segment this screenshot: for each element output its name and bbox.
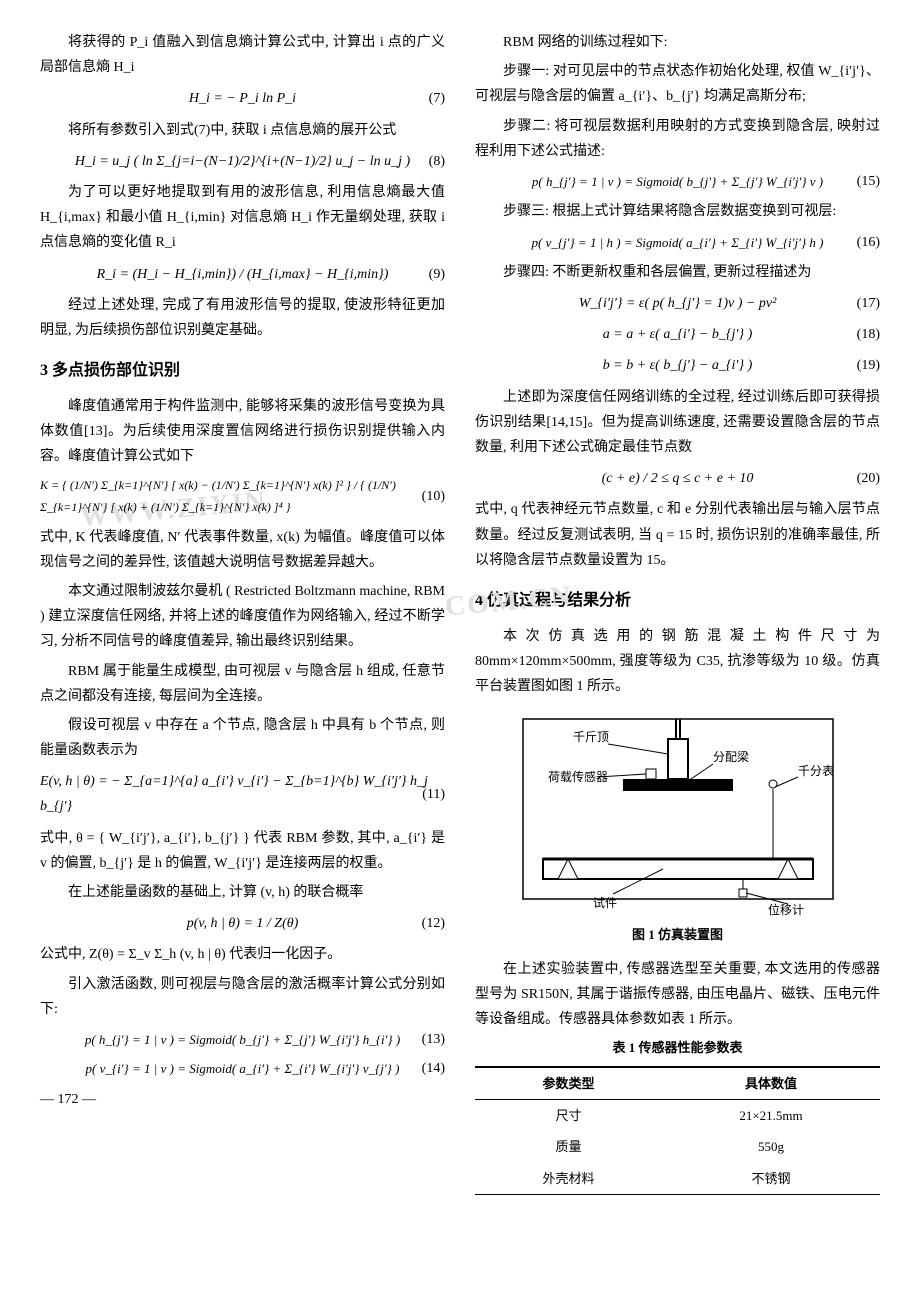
para: 将所有参数引入到式(7)中, 获取 i 点信息熵的展开公式 — [40, 118, 445, 143]
eq-expr: (c + e) / 2 ≤ q ≤ c + e + 10 — [602, 466, 754, 491]
para: 式中, θ = { W_{i′j′}, a_{i′}, b_{j′} } 代表 … — [40, 826, 445, 876]
eq-expr: p(v, h | θ) = 1 / Z(θ) — [187, 911, 299, 936]
fig1-label-disp: 位移计 — [768, 902, 804, 917]
equation-9: R_i = (H_i − H_{i,min}) / (H_{i,max} − H… — [40, 262, 445, 287]
para: 将获得的 P_i 值融入到信息熵计算公式中, 计算出 i 点的广义局部信息熵 H… — [40, 30, 445, 80]
figure-1: 千斤顶 荷载传感器 分配梁 千分表 试件 位移计 图 1 仿真装置图 — [475, 709, 880, 946]
table-row: 外壳材料 不锈钢 — [475, 1163, 880, 1195]
equation-8: H_i = u_j ( ln Σ_{j=i−(N−1)/2}^{i+(N−1)/… — [40, 149, 445, 174]
table-row: 尺寸 21×21.5mm — [475, 1100, 880, 1132]
table-cell: 21×21.5mm — [662, 1100, 880, 1132]
equation-11: E(v, h | θ) = − Σ_{a=1}^{a} a_{i′} v_{i′… — [40, 769, 445, 819]
figure-1-caption: 图 1 仿真装置图 — [475, 923, 880, 946]
fig1-label-dial: 千分表 — [798, 764, 834, 778]
table-row: 质量 550g — [475, 1131, 880, 1162]
para: 本文通过限制波兹尔曼机 ( Restricted Boltzmann machi… — [40, 579, 445, 655]
para: 引入激活函数, 则可视层与隐含层的激活概率计算公式分别如下: — [40, 972, 445, 1022]
table-header: 具体数值 — [662, 1067, 880, 1100]
table-cell: 550g — [662, 1131, 880, 1162]
eq-expr: p( h_{j′} = 1 | v ) = Sigmoid( b_{j′} + … — [85, 1028, 400, 1051]
table-cell: 质量 — [475, 1131, 662, 1162]
page-number: — 172 — — [40, 1087, 445, 1112]
fig1-label-distbeam: 分配梁 — [713, 749, 749, 764]
table-header: 参数类型 — [475, 1067, 662, 1100]
eq-expr: b = b + ε( b_{j′} − a_{i′} ) — [603, 353, 752, 378]
para: RBM 属于能量生成模型, 由可视层 v 与隐含层 h 组成, 任意节点之间都没… — [40, 659, 445, 709]
eq-number: (9) — [429, 262, 445, 287]
para: 假设可视层 v 中存在 a 个节点, 隐含层 h 中具有 b 个节点, 则能量函… — [40, 713, 445, 763]
eq-expr: H_i = u_j ( ln Σ_{j=i−(N−1)/2}^{i+(N−1)/… — [75, 149, 410, 174]
eq-expr: W_{i′j′} = ε( p( h_{j′} = 1)v ) − pv² — [579, 291, 777, 316]
equation-12: p(v, h | θ) = 1 / Z(θ) (12) — [40, 911, 445, 936]
eq-expr: p( v_{i′} = 1 | v ) = Sigmoid( a_{i′} + … — [86, 1057, 400, 1080]
fig1-label-loadsensor: 荷载传感器 — [548, 769, 608, 784]
para: 在上述能量函数的基础上, 计算 (v, h) 的联合概率 — [40, 880, 445, 905]
para: 步骤四: 不断更新权重和各层偏置, 更新过程描述为 — [475, 260, 880, 285]
para: 步骤三: 根据上式计算结果将隐含层数据变换到可视层: — [475, 199, 880, 224]
eq-number: (18) — [857, 322, 880, 347]
section-4-heading: 4 仿真过程与结果分析 — [475, 587, 880, 616]
para: 公式中, Z(θ) = Σ_v Σ_h (v, h | θ) 代表归一化因子。 — [40, 942, 445, 967]
table-cell: 尺寸 — [475, 1100, 662, 1132]
para: RBM 网络的训练过程如下: — [475, 30, 880, 55]
eq-number: (20) — [857, 466, 880, 491]
equation-14: p( v_{i′} = 1 | v ) = Sigmoid( a_{i′} + … — [40, 1057, 445, 1080]
eq-expr: a = a + ε( a_{i′} − b_{j′} ) — [603, 322, 752, 347]
equation-15: p( h_{j′} = 1 | v ) = Sigmoid( b_{j′} + … — [475, 170, 880, 193]
eq-number: (11) — [422, 782, 445, 807]
eq-number: (7) — [429, 86, 445, 111]
table-1: 参数类型 具体数值 尺寸 21×21.5mm 质量 550g 外壳材料 不锈钢 — [475, 1066, 880, 1196]
eq-number: (16) — [857, 230, 880, 255]
equation-13: p( h_{j′} = 1 | v ) = Sigmoid( b_{j′} + … — [40, 1028, 445, 1051]
eq-number: (15) — [857, 169, 880, 194]
para: 上述即为深度信任网络训练的全过程, 经过训练后即可获得损伤识别结果[14,15]… — [475, 385, 880, 461]
equation-17: W_{i′j′} = ε( p( h_{j′} = 1)v ) − pv² (1… — [475, 291, 880, 316]
eq-expr: R_i = (H_i − H_{i,min}) / (H_{i,max} − H… — [97, 262, 389, 287]
equation-7: H_i = − P_i ln P_i (7) — [40, 86, 445, 111]
fig1-label-specimen: 试件 — [593, 895, 617, 910]
equation-16: p( v_{j′} = 1 | h ) = Sigmoid( a_{i′} + … — [475, 231, 880, 254]
para: 式中, q 代表神经元节点数量, c 和 e 分别代表输出层与输入层节点数量。经… — [475, 497, 880, 573]
eq-expr: H_i = − P_i ln P_i — [189, 86, 296, 111]
para: 步骤一: 对可见层中的节点状态作初始化处理, 权值 W_{i′j′}、可视层与隐… — [475, 59, 880, 109]
equation-20: (c + e) / 2 ≤ q ≤ c + e + 10 (20) — [475, 466, 880, 491]
para: 本次仿真选用的钢筋混凝土构件尺寸为 80mm×120mm×500mm, 强度等级… — [475, 624, 880, 700]
section-3-heading: 3 多点损伤部位识别 — [40, 357, 445, 386]
eq-number: (10) — [422, 484, 445, 509]
figure-1-svg: 千斤顶 荷载传感器 分配梁 千分表 试件 位移计 — [513, 709, 843, 919]
eq-expr: K = { (1/N′) Σ_{k=1}^{N′} [ x(k) − (1/N′… — [40, 475, 445, 518]
table-1-caption: 表 1 传感器性能参数表 — [475, 1036, 880, 1059]
para: 峰度值通常用于构件监测中, 能够将采集的波形信号变换为具体数值[13]。为后续使… — [40, 394, 445, 470]
fig1-label-jack: 千斤顶 — [573, 730, 609, 744]
para: 在上述实验装置中, 传感器选型至关重要, 本文选用的传感器型号为 SR150N,… — [475, 957, 880, 1033]
eq-number: (12) — [422, 911, 445, 936]
table-cell: 不锈钢 — [662, 1163, 880, 1195]
para: 步骤二: 将可视层数据利用映射的方式变换到隐含层, 映射过程利用下述公式描述: — [475, 114, 880, 164]
eq-expr: p( h_{j′} = 1 | v ) = Sigmoid( b_{j′} + … — [532, 170, 823, 193]
table-cell: 外壳材料 — [475, 1163, 662, 1195]
eq-number: (8) — [429, 149, 445, 174]
para: 为了可以更好地提取到有用的波形信息, 利用信息熵最大值 H_{i,max} 和最… — [40, 180, 445, 256]
eq-number: (17) — [857, 291, 880, 316]
equation-19: b = b + ε( b_{j′} − a_{i′} ) (19) — [475, 353, 880, 378]
equation-10: K = { (1/N′) Σ_{k=1}^{N′} [ x(k) − (1/N′… — [40, 475, 445, 518]
equation-18: a = a + ε( a_{i′} − b_{j′} ) (18) — [475, 322, 880, 347]
eq-expr: E(v, h | θ) = − Σ_{a=1}^{a} a_{i′} v_{i′… — [40, 769, 445, 819]
eq-number: (14) — [422, 1056, 445, 1081]
eq-number: (19) — [857, 353, 880, 378]
para: 式中, K 代表峰度值, N′ 代表事件数量, x(k) 为幅值。峰度值可以体现… — [40, 525, 445, 575]
eq-expr: p( v_{j′} = 1 | h ) = Sigmoid( a_{i′} + … — [531, 231, 823, 254]
eq-number: (13) — [422, 1027, 445, 1052]
para: 经过上述处理, 完成了有用波形信号的提取, 使波形特征更加明显, 为后续损伤部位… — [40, 293, 445, 343]
